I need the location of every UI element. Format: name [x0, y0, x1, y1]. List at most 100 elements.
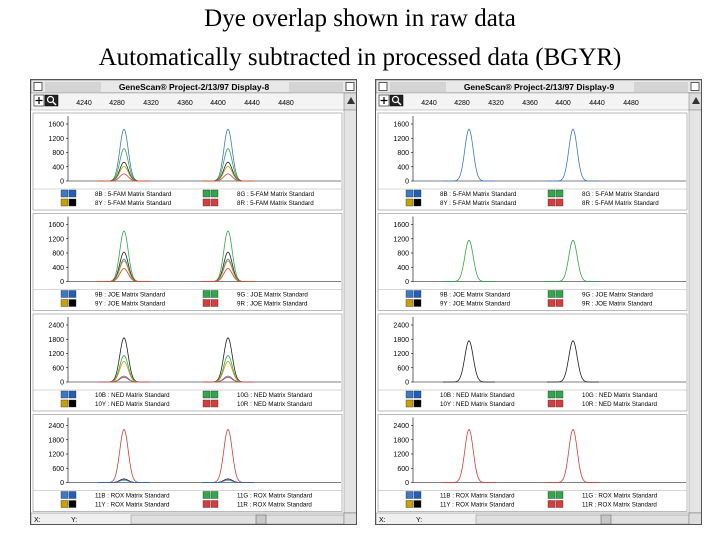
- dye-swatch-green[interactable]: [202, 491, 219, 499]
- window-title: GeneScan® Project-2/13/97 Display-8: [119, 82, 270, 92]
- resize-box-icon[interactable]: [688, 512, 702, 525]
- legend-label: 10G : NED Matrix Standard: [237, 392, 313, 399]
- legend-label: 11R : ROX Matrix Standard: [237, 502, 312, 509]
- electropherogram-panel[interactable]: 2400 1800 1200 600 0 10B : NED Matrix Standar…: [32, 313, 343, 412]
- zoom-box-icon[interactable]: [345, 82, 355, 91]
- electropherogram-panel[interactable]: 1600 1200 800 400 0 8B : 5-FAM Matrix Standar…: [377, 112, 688, 211]
- x-tick-label: 4320: [143, 100, 159, 107]
- y-tick-label: 1800: [393, 437, 409, 444]
- y-tick-label: 2400: [48, 323, 64, 330]
- legend-label: 10Y : NED Matrix Standard: [95, 401, 170, 408]
- close-box-icon[interactable]: [33, 82, 43, 91]
- electropherogram-panel[interactable]: 2400 1800 1200 600 0 10B : NED Matrix Standar…: [377, 313, 688, 412]
- y-tick-label: 1800: [48, 337, 64, 344]
- dye-swatch-green[interactable]: [202, 189, 219, 198]
- dye-swatch-green[interactable]: [547, 189, 564, 198]
- dye-swatch-blue[interactable]: [405, 290, 422, 298]
- electropherogram-panel[interactable]: 1600 1200 800 400 0 8B : 5-FAM Matrix Standar…: [32, 112, 343, 211]
- panel-frame: [377, 112, 688, 211]
- scroll-thumb[interactable]: [600, 514, 612, 524]
- legend-label: 8B : 5-FAM Matrix Standard: [95, 191, 172, 198]
- vertical-scrollbar[interactable]: [688, 109, 702, 514]
- dye-swatch-blue[interactable]: [60, 189, 77, 198]
- dye-swatch-red[interactable]: [202, 399, 219, 408]
- magnifier-icon[interactable]: [389, 94, 404, 107]
- dye-swatch-red[interactable]: [202, 299, 219, 307]
- window-title: GeneScan® Project-2/13/97 Display-9: [464, 82, 615, 92]
- dye-swatch-yellow[interactable]: [60, 500, 77, 508]
- dye-swatch-red[interactable]: [547, 399, 564, 408]
- magnifier-icon[interactable]: [44, 94, 59, 107]
- horizontal-scrollbar[interactable]: [475, 514, 690, 524]
- dye-swatch-blue[interactable]: [405, 390, 422, 399]
- add-icon[interactable]: [378, 94, 390, 107]
- dye-swatch-yellow[interactable]: [405, 500, 422, 508]
- resize-box-icon[interactable]: [343, 512, 357, 525]
- dye-swatch-red[interactable]: [547, 500, 564, 508]
- y-tick-label: 2400: [48, 423, 64, 430]
- dye-swatch-yellow[interactable]: [60, 299, 77, 307]
- horizontal-scrollbar[interactable]: [130, 514, 345, 524]
- dye-swatch-yellow[interactable]: [60, 399, 77, 408]
- y-tick-label: 1200: [48, 236, 64, 243]
- dye-swatch-yellow[interactable]: [60, 198, 77, 207]
- dye-swatch-blue[interactable]: [405, 189, 422, 198]
- y-tick-label: 0: [405, 179, 409, 186]
- electropherogram-panel[interactable]: 1600 1200 800 400 0 9B : JOE Matrix Standard 9…: [377, 213, 688, 311]
- dye-swatch-blue[interactable]: [405, 491, 422, 499]
- dye-swatch-green[interactable]: [547, 290, 564, 298]
- x-tick-label: 4400: [210, 100, 226, 107]
- dye-swatch-blue[interactable]: [60, 491, 77, 499]
- dye-swatch-yellow[interactable]: [405, 299, 422, 307]
- add-icon[interactable]: [33, 94, 45, 107]
- x-readout-label: X:: [34, 517, 41, 524]
- y-tick-label: 1600: [393, 122, 409, 129]
- zoom-box-icon[interactable]: [690, 82, 700, 91]
- dye-swatch-red[interactable]: [202, 198, 219, 207]
- vertical-scrollbar[interactable]: [343, 109, 357, 514]
- y-tick-label: 800: [52, 251, 64, 258]
- dye-swatch-red[interactable]: [547, 299, 564, 307]
- electropherogram-panel[interactable]: 1600 1200 800 400 0 9B : JOE Matrix Standard 9…: [32, 213, 343, 311]
- legend-label: 9B : JOE Matrix Standard: [440, 292, 511, 299]
- scroll-thumb[interactable]: [255, 514, 267, 524]
- y-tick-label: 1200: [48, 136, 64, 143]
- x-tick-label: 4400: [555, 100, 571, 107]
- peak-trace-black: [547, 340, 599, 383]
- dye-swatch-green[interactable]: [202, 290, 219, 298]
- legend-label: 8G : 5-FAM Matrix Standard: [582, 191, 660, 198]
- dye-swatch-red[interactable]: [202, 500, 219, 508]
- genescan-window-processed[interactable]: GeneScan® Project-2/13/97 Display-9 4240 4…: [375, 79, 702, 525]
- panel-frame: [32, 112, 343, 211]
- dye-swatch-green[interactable]: [547, 491, 564, 499]
- y-readout-label: Y:: [71, 517, 77, 524]
- y-tick-label: 1200: [48, 452, 64, 459]
- electropherogram-panel[interactable]: 2400 1800 1200 600 0 11B : ROX Matrix Standar…: [377, 414, 688, 512]
- x-tick-label: 4280: [454, 100, 470, 107]
- y-tick-label: 400: [52, 265, 64, 272]
- peak-trace-black: [443, 340, 495, 383]
- dye-swatch-yellow[interactable]: [405, 198, 422, 207]
- y-tick-label: 1200: [393, 351, 409, 358]
- electropherogram-panel[interactable]: 2400 1800 1200 600 0 11B : ROX Matrix Standar…: [32, 414, 343, 512]
- legend-label: 8R : 5-FAM Matrix Standard: [582, 200, 659, 207]
- legend-label: 10G : NED Matrix Standard: [582, 392, 658, 399]
- legend-label: 8R : 5-FAM Matrix Standard: [237, 200, 314, 207]
- dye-swatch-red[interactable]: [547, 198, 564, 207]
- legend-label: 10Y : NED Matrix Standard: [440, 401, 515, 408]
- y-tick-label: 1200: [393, 236, 409, 243]
- close-box-icon[interactable]: [378, 82, 388, 91]
- x-tick-label: 4440: [589, 100, 605, 107]
- toolbar: [31, 92, 356, 111]
- dye-swatch-green[interactable]: [547, 390, 564, 399]
- dye-swatch-blue[interactable]: [60, 290, 77, 298]
- genescan-display-processed[interactable]: GeneScan® Project-2/13/97 Display-9 4240 4…: [376, 80, 702, 525]
- genescan-display-raw[interactable]: GeneScan® Project-2/13/97 Display-8 4240 4…: [31, 80, 357, 525]
- chevron-up-icon: [347, 97, 355, 104]
- dye-swatch-yellow[interactable]: [405, 399, 422, 408]
- dye-swatch-blue[interactable]: [60, 390, 77, 399]
- genescan-window-raw[interactable]: GeneScan® Project-2/13/97 Display-8 4240 4…: [30, 79, 357, 525]
- legend-label: 11G : ROX Matrix Standard: [582, 493, 658, 500]
- dye-swatch-green[interactable]: [202, 390, 219, 399]
- slide-title-line-2: Automatically subtracted in processed da…: [98, 44, 622, 71]
